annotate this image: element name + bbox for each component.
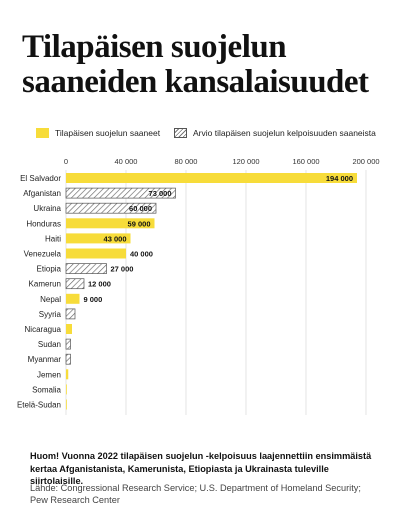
title-line-2: saaneiden kansalaisuudet <box>22 64 369 100</box>
bar-solid <box>66 248 126 259</box>
chart-legend: Tilapäisen suojelun saaneet Arvio tilapä… <box>36 128 386 140</box>
bar-hatched <box>65 308 76 320</box>
source-text: Lähde: Congressional Research Service; U… <box>30 483 361 505</box>
x-tick-label: 80 000 <box>175 157 198 166</box>
bar-solid <box>66 293 80 304</box>
bar-hatched <box>65 278 85 290</box>
category-label: Etiopia <box>37 265 62 274</box>
x-tick-label: 120 000 <box>232 157 259 166</box>
bar-hatched <box>65 353 71 365</box>
bar-solid <box>66 369 69 380</box>
category-label: Afganistan <box>23 189 61 198</box>
bar-value-label: 73 000 <box>149 189 172 198</box>
bar-solid <box>66 384 67 395</box>
bar-value-label: 60 000 <box>129 204 152 213</box>
bar-value-label: 43 000 <box>104 234 127 243</box>
category-label: Myanmar <box>28 355 62 364</box>
bar-chart: 0 40 000 80 000 120 000 160 000 200 000 El Sa… <box>17 157 380 415</box>
bar-hatched <box>65 187 176 199</box>
category-label: Nepal <box>40 295 61 304</box>
bar-value-label: 194 000 <box>326 174 353 183</box>
category-label: Kamerun <box>29 280 61 289</box>
bar-value-label: 40 000 <box>130 250 153 259</box>
legend-label-estimated: Arvio tilapäisen suojelun kelpoisuuden s… <box>193 128 376 138</box>
category-label: Somalia <box>32 385 61 394</box>
footnote: Huom! Vuonna 2022 tilapäisen suojelun -k… <box>30 451 372 486</box>
legend-swatch-hatched <box>174 128 187 138</box>
legend-item-estimated: Arvio tilapäisen suojelun kelpoisuuden s… <box>174 128 376 138</box>
category-label: Etelä-Sudan <box>17 401 61 410</box>
category-label: El Salvador <box>20 174 61 183</box>
page-title: Tilapäisen suojelun saaneiden kansalaisu… <box>22 30 392 100</box>
x-tick-label: 40 000 <box>115 157 138 166</box>
bar-solid <box>66 233 131 244</box>
legend-swatch-solid <box>36 128 49 138</box>
x-tick-label: 160 000 <box>292 157 319 166</box>
bar-value-label: 59 000 <box>128 219 151 228</box>
category-label: Venezuela <box>24 250 62 259</box>
category-label: Haiti <box>45 234 61 243</box>
x-tick-label: 200 000 <box>352 157 379 166</box>
category-label: Sudan <box>38 340 61 349</box>
bar-hatched <box>65 202 157 214</box>
category-label: Jemen <box>37 370 61 379</box>
bar-solid <box>66 399 67 410</box>
legend-label-granted: Tilapäisen suojelun saaneet <box>55 128 161 138</box>
category-label: Ukraina <box>33 204 61 213</box>
bar-solid <box>66 324 72 334</box>
category-label: Honduras <box>26 219 61 228</box>
category-label: Nicaragua <box>25 325 62 334</box>
bar-value-label: 12 000 <box>88 280 111 289</box>
x-tick-label: 0 <box>64 157 68 166</box>
bar-solid <box>66 218 155 229</box>
bar-solid <box>66 173 357 183</box>
bar-value-label: 9 000 <box>84 295 103 304</box>
legend-item-granted: Tilapäisen suojelun saaneet <box>36 128 160 138</box>
bar-value-label: 27 000 <box>111 265 134 274</box>
title-line-1: Tilapäisen suojelun <box>22 29 287 65</box>
bar-hatched <box>65 263 107 274</box>
bar-hatched <box>65 338 71 350</box>
category-label: Syyria <box>39 310 62 319</box>
